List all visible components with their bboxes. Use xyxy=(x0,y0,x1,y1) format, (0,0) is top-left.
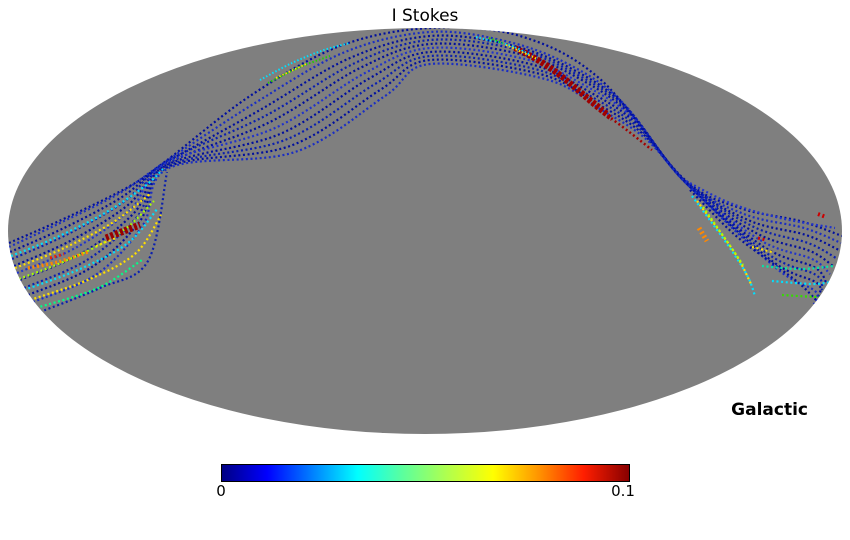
scan-track xyxy=(16,46,831,275)
scan-track xyxy=(757,236,767,242)
scan-track xyxy=(475,36,493,42)
scan-track xyxy=(267,55,331,84)
scan-track xyxy=(95,237,117,247)
scan-track xyxy=(23,207,159,292)
scan-track xyxy=(488,37,504,44)
scan-track xyxy=(27,58,822,298)
plot-title: I Stokes xyxy=(391,6,459,26)
scan-track xyxy=(104,221,142,242)
scan-track xyxy=(14,193,151,270)
scan-track xyxy=(689,189,818,302)
colorbar-gradient xyxy=(221,464,630,482)
coordinate-system-label: Galactic xyxy=(731,400,808,420)
sky-ellipse-unseen-region xyxy=(8,28,842,434)
scan-track xyxy=(35,259,143,310)
scan-track xyxy=(9,34,840,254)
scan-track xyxy=(13,42,834,268)
scan-track xyxy=(18,200,155,281)
scan-track xyxy=(505,44,538,60)
scan-track xyxy=(10,168,164,258)
scan-track xyxy=(23,54,824,291)
scan-track xyxy=(32,62,819,305)
scan-track xyxy=(771,279,832,286)
scan-track xyxy=(751,245,773,254)
scan-track xyxy=(11,38,837,261)
scan-track xyxy=(696,200,752,285)
scan-track xyxy=(817,212,827,219)
scan-track xyxy=(685,180,836,230)
colorbar-min-tick-label: 0 xyxy=(216,482,226,500)
scan-track xyxy=(39,171,169,314)
scan-track xyxy=(8,30,842,248)
colorbar-max-tick-label: 0.1 xyxy=(611,482,635,500)
scan-track xyxy=(19,50,827,283)
scan-track xyxy=(761,264,835,271)
scan-track xyxy=(29,214,162,302)
